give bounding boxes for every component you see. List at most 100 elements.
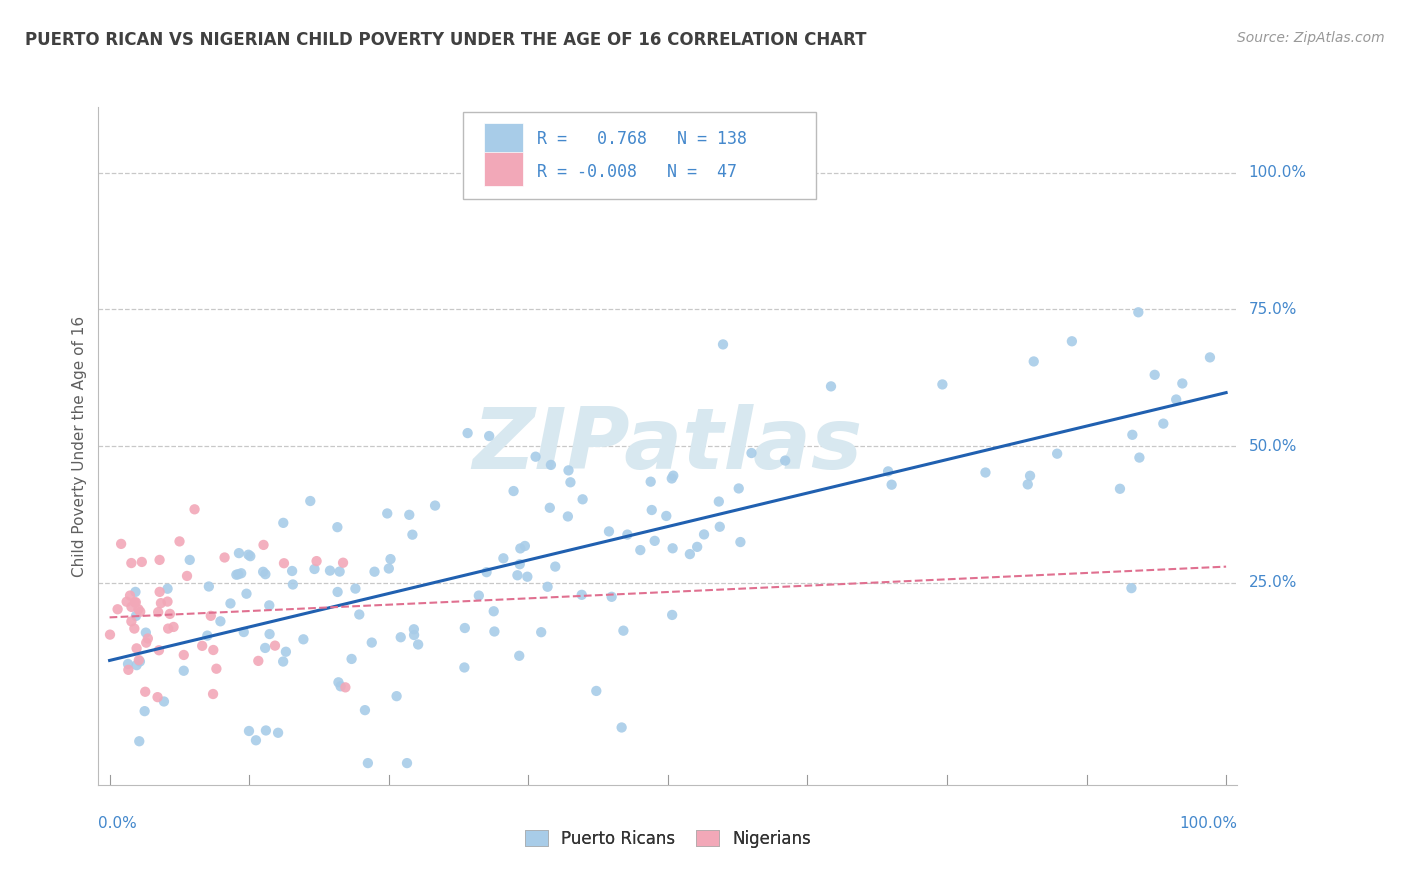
- Point: [509, 558, 531, 572]
- Text: 75.0%: 75.0%: [1249, 301, 1296, 317]
- Point: [395, 756, 418, 770]
- Point: [616, 527, 638, 541]
- Point: [271, 516, 294, 530]
- Text: 100.0%: 100.0%: [1180, 815, 1237, 830]
- Point: [1022, 354, 1045, 368]
- Point: [662, 468, 685, 483]
- Point: [148, 605, 170, 619]
- Point: [401, 527, 423, 541]
- Point: [214, 550, 236, 565]
- Point: [880, 477, 903, 491]
- Point: [329, 679, 352, 693]
- Point: [1121, 427, 1143, 442]
- Point: [661, 541, 683, 556]
- Point: [540, 458, 562, 472]
- Point: [191, 639, 214, 653]
- Point: [709, 520, 731, 534]
- Point: [146, 690, 169, 705]
- Y-axis label: Child Poverty Under the Age of 16: Child Poverty Under the Age of 16: [72, 316, 87, 576]
- Point: [125, 595, 148, 609]
- Point: [120, 599, 142, 614]
- Point: [125, 641, 148, 656]
- Point: [378, 561, 401, 575]
- Point: [349, 607, 371, 622]
- Point: [120, 556, 142, 570]
- Point: [149, 596, 172, 610]
- Point: [124, 595, 146, 609]
- Point: [1199, 351, 1222, 365]
- Point: [209, 615, 232, 629]
- Point: [135, 635, 157, 649]
- Point: [127, 602, 149, 616]
- Point: [612, 624, 634, 638]
- Point: [502, 484, 524, 499]
- Point: [264, 639, 287, 653]
- Point: [1166, 392, 1188, 407]
- Point: [252, 538, 274, 552]
- Point: [110, 537, 132, 551]
- Point: [423, 499, 446, 513]
- Point: [1171, 376, 1194, 391]
- Point: [226, 567, 249, 582]
- Point: [117, 657, 139, 671]
- Point: [202, 687, 225, 701]
- Point: [398, 508, 420, 522]
- Point: [254, 640, 277, 655]
- Point: [254, 567, 277, 582]
- Text: 100.0%: 100.0%: [1249, 165, 1306, 180]
- Point: [328, 675, 350, 690]
- Point: [169, 534, 191, 549]
- Point: [232, 625, 254, 640]
- Point: [124, 622, 146, 636]
- Point: [693, 527, 716, 541]
- Point: [506, 568, 529, 582]
- Point: [557, 509, 579, 524]
- Point: [124, 585, 146, 599]
- Point: [332, 556, 354, 570]
- Point: [1019, 468, 1042, 483]
- Point: [598, 524, 620, 539]
- Point: [245, 733, 267, 747]
- Point: [173, 648, 195, 662]
- Point: [271, 655, 294, 669]
- Point: [557, 463, 579, 477]
- Text: R =   0.768   N = 138: R = 0.768 N = 138: [537, 130, 747, 148]
- Point: [335, 681, 357, 695]
- Point: [484, 624, 506, 639]
- Point: [468, 589, 491, 603]
- Point: [120, 615, 142, 629]
- Point: [134, 704, 156, 718]
- Point: [159, 607, 181, 621]
- Point: [292, 632, 315, 647]
- Point: [661, 607, 683, 622]
- Point: [457, 426, 479, 441]
- Point: [402, 622, 425, 636]
- Point: [360, 635, 382, 649]
- Point: [740, 446, 762, 460]
- Point: [363, 565, 385, 579]
- Legend: Puerto Ricans, Nigerians: Puerto Ricans, Nigerians: [517, 823, 818, 855]
- Point: [655, 508, 678, 523]
- Point: [136, 632, 159, 646]
- Point: [544, 559, 567, 574]
- Text: R = -0.008   N =  47: R = -0.008 N = 47: [537, 163, 737, 181]
- Point: [273, 556, 295, 570]
- Point: [235, 587, 257, 601]
- Point: [530, 625, 553, 640]
- Point: [640, 475, 662, 489]
- FancyBboxPatch shape: [463, 112, 815, 199]
- Point: [974, 466, 997, 480]
- Point: [156, 582, 179, 596]
- Point: [1128, 450, 1150, 465]
- Point: [107, 602, 129, 616]
- Point: [482, 604, 505, 618]
- Point: [326, 585, 349, 599]
- Point: [205, 662, 228, 676]
- Point: [319, 564, 342, 578]
- Point: [148, 643, 170, 657]
- Point: [259, 627, 281, 641]
- Point: [454, 621, 477, 635]
- Point: [711, 337, 734, 351]
- Point: [406, 638, 429, 652]
- Point: [98, 627, 121, 641]
